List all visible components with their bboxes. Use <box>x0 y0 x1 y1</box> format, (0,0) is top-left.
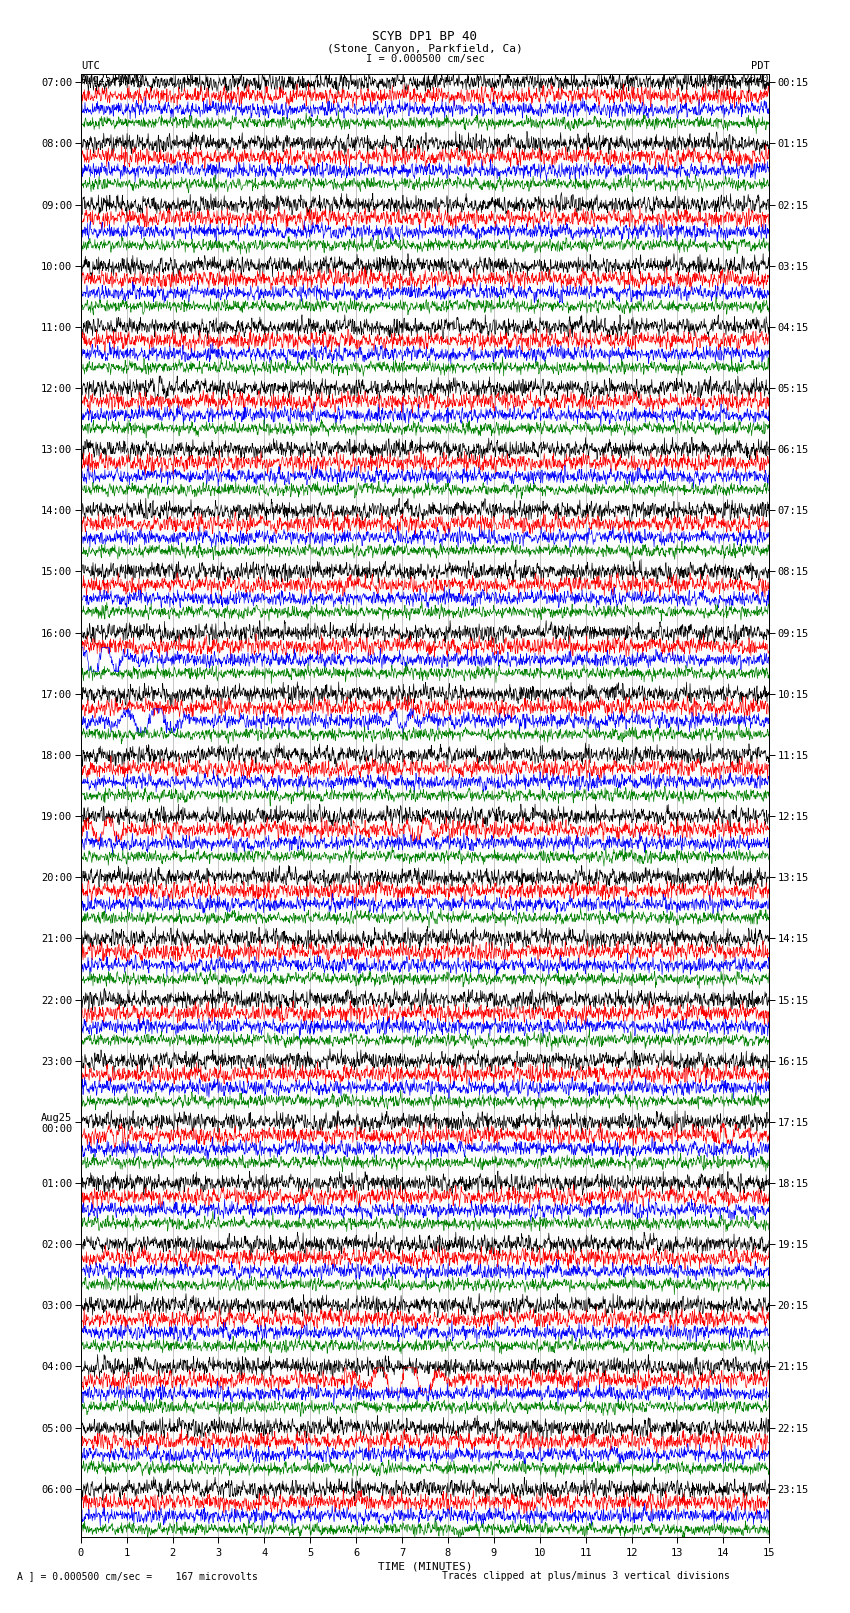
Text: (Stone Canyon, Parkfield, Ca): (Stone Canyon, Parkfield, Ca) <box>327 44 523 53</box>
Text: Traces clipped at plus/minus 3 vertical divisions: Traces clipped at plus/minus 3 vertical … <box>442 1571 730 1581</box>
Text: I = 0.000500 cm/sec: I = 0.000500 cm/sec <box>366 53 484 65</box>
Text: Aug25,2020: Aug25,2020 <box>81 74 144 84</box>
Text: UTC: UTC <box>81 61 99 71</box>
Text: SCYB DP1 BP 40: SCYB DP1 BP 40 <box>372 29 478 44</box>
X-axis label: TIME (MINUTES): TIME (MINUTES) <box>377 1561 473 1571</box>
Text: PDT: PDT <box>751 61 769 71</box>
Text: Aug25,2020: Aug25,2020 <box>706 74 769 84</box>
Text: A ] = 0.000500 cm/sec =    167 microvolts: A ] = 0.000500 cm/sec = 167 microvolts <box>17 1571 258 1581</box>
